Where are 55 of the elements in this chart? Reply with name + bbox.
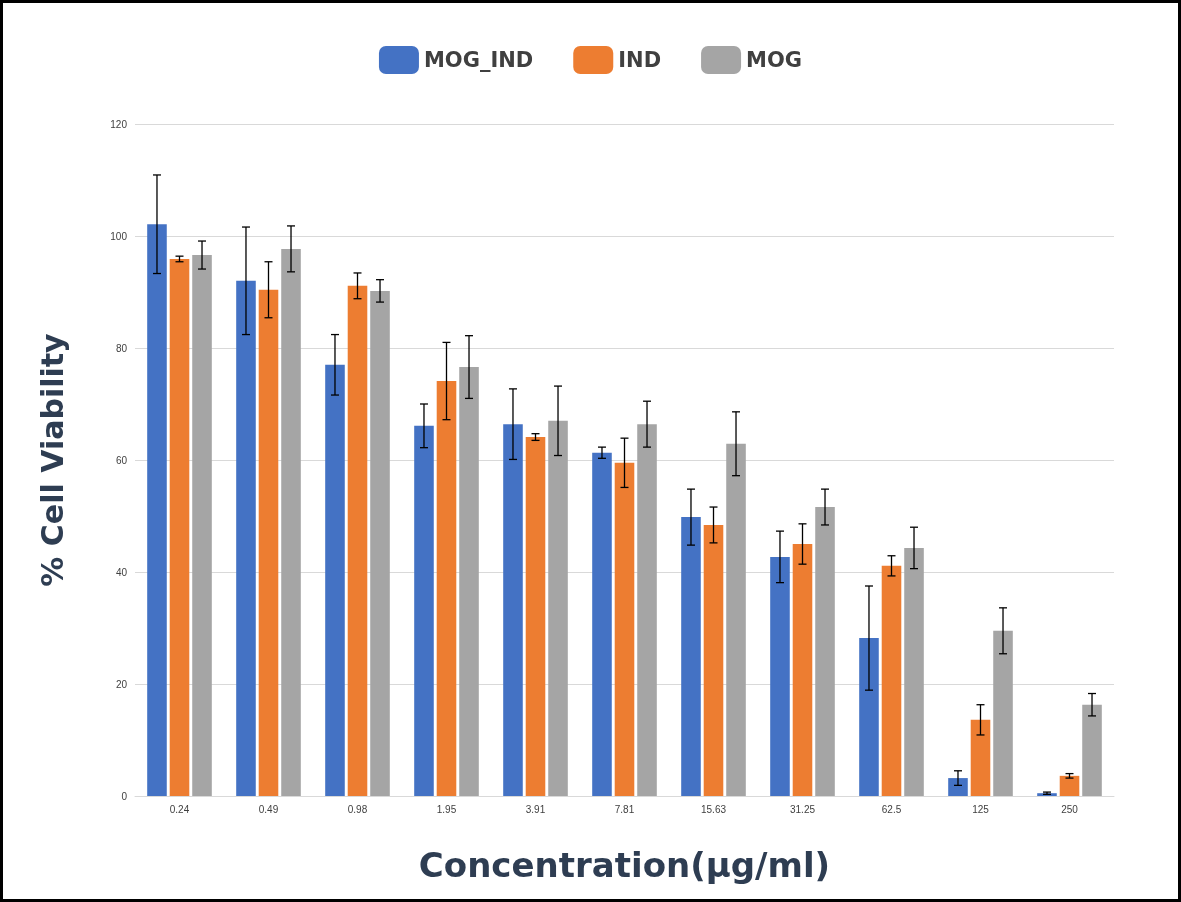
bar <box>592 452 612 796</box>
bar <box>970 719 991 796</box>
y-tick-label: 80 <box>115 342 128 354</box>
bar <box>1059 775 1080 796</box>
x-tick-label: 62.5 <box>881 803 902 815</box>
x-axis-title: Concentration(µg/ml) <box>418 845 831 885</box>
x-tick-label: 3.91 <box>525 803 546 815</box>
bar <box>703 524 724 796</box>
bar <box>325 364 345 796</box>
y-axis-title: % Cell Viability <box>34 332 70 587</box>
legend-label: MOG_IND <box>423 48 534 72</box>
y-tick-label: 40 <box>115 566 128 578</box>
bar <box>169 258 190 796</box>
bar <box>459 367 479 796</box>
bar <box>859 638 879 796</box>
legend-label: IND <box>618 48 662 72</box>
bar <box>904 547 924 796</box>
bar <box>881 565 902 796</box>
bar <box>770 556 790 796</box>
x-tick-label: 31.25 <box>789 803 816 815</box>
x-tick-label: 0.49 <box>258 803 279 815</box>
y-tick-label: 60 <box>115 454 128 466</box>
y-tick-label: 0 <box>121 790 128 802</box>
bar <box>414 425 434 796</box>
y-tick-label: 120 <box>110 118 128 130</box>
x-tick-label: 7.81 <box>614 803 635 815</box>
bar <box>1082 704 1102 796</box>
bar <box>792 544 813 796</box>
bar <box>948 778 968 796</box>
x-tick-label: 125 <box>972 803 990 815</box>
bar <box>525 437 546 796</box>
bar <box>681 517 701 796</box>
bar <box>147 224 167 796</box>
bar <box>503 424 523 796</box>
y-tick-label: 20 <box>115 678 128 690</box>
bar <box>370 290 390 796</box>
bar <box>993 630 1013 796</box>
x-tick-label: 250 <box>1061 803 1079 815</box>
bar <box>436 381 457 796</box>
x-tick-label: 0.98 <box>347 803 368 815</box>
bar <box>815 507 835 796</box>
bar <box>258 289 279 796</box>
legend-label: MOG <box>746 48 803 72</box>
bar <box>347 285 368 796</box>
bar <box>726 443 746 796</box>
bar <box>614 462 635 796</box>
bar <box>236 280 256 796</box>
x-tick-label: 1.95 <box>436 803 457 815</box>
bar <box>192 255 212 796</box>
x-tick-label: 15.63 <box>700 803 727 815</box>
x-tick-label: 0.24 <box>169 803 190 815</box>
y-tick-label: 100 <box>110 230 128 242</box>
bar <box>281 248 301 796</box>
bar <box>637 424 657 796</box>
bar <box>548 420 568 796</box>
